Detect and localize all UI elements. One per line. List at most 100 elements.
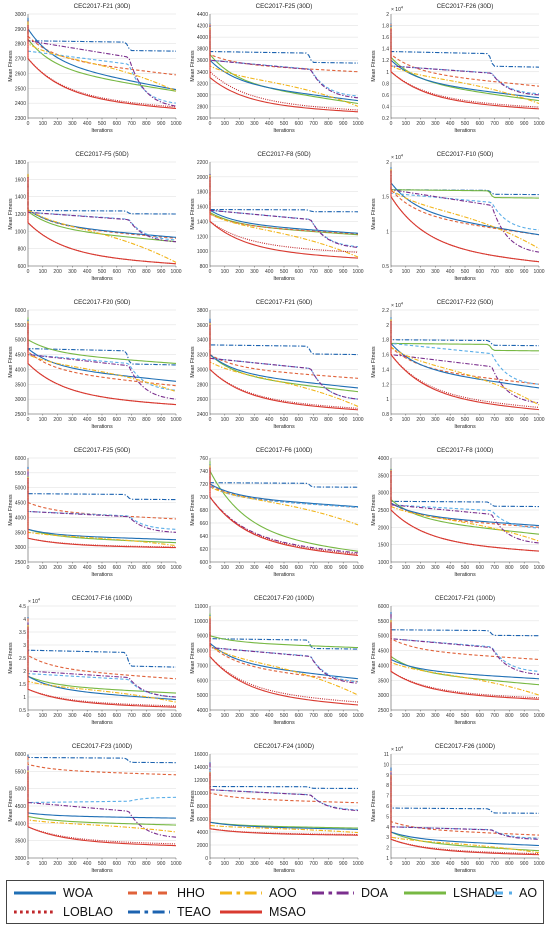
y-tick-label: 2500 — [15, 412, 26, 418]
series-line-msao — [390, 775, 540, 856]
y-tick-label: 3.5 — [19, 630, 26, 636]
x-tick-label: 700 — [490, 713, 499, 719]
y-tick-label: 3000 — [15, 12, 26, 18]
y-tick-label: 3 — [23, 643, 26, 649]
series-line-doa — [390, 772, 540, 840]
y-tick-label: 3800 — [197, 308, 208, 314]
y-tick-label: 4000 — [15, 367, 26, 373]
chart-grid: CEC2017-F21 (30D) 2300 2400 2500 2600 2700 280… — [6, 3, 545, 874]
series-line-doa — [209, 322, 359, 400]
x-tick-label: 200 — [53, 269, 62, 275]
legend-swatch — [128, 910, 170, 914]
x-tick-label: 400 — [83, 565, 92, 571]
x-tick-label: 1000 — [170, 565, 181, 571]
chart-title: CEC2017-F8 (100D) — [437, 447, 494, 454]
y-tick-label: 4000 — [15, 821, 26, 827]
x-tick-label: 200 — [235, 565, 244, 571]
x-tick-label: 600 — [476, 713, 485, 719]
legend: WOA HHO AOO DOA LSHADE AO LOBLAO TEAO MSAO — [6, 880, 544, 924]
y-tick-label: 3000 — [197, 93, 208, 99]
y-tick-label: 11000 — [194, 604, 208, 610]
x-tick-label: 900 — [520, 565, 529, 571]
y-tick-label: 1.5 — [382, 195, 389, 201]
series-line-loblao — [209, 176, 359, 253]
series-line-aoo — [390, 168, 540, 250]
x-tick-label: 100 — [221, 861, 230, 867]
x-tick-label: 1000 — [533, 417, 544, 423]
x-tick-label: 100 — [221, 121, 230, 127]
y-axis-label: Mean Fitness — [371, 642, 377, 674]
chart-cec2017-f16-100d: CEC2017-F16 (100D) 0.5 1 1.5 2 2.5 3 3.5 4 4.5 0 10… — [6, 594, 186, 739]
series-line-ao — [209, 174, 359, 248]
series-line-hho — [27, 320, 177, 387]
x-tick-label: 100 — [221, 713, 230, 719]
series-line-aoo — [209, 27, 359, 107]
y-tick-label: 1500 — [378, 543, 389, 549]
x-tick-label: 0 — [390, 417, 393, 423]
series-line-lshade — [27, 20, 177, 92]
series-line-teao — [390, 317, 540, 347]
x-tick-label: 400 — [446, 121, 455, 127]
y-tick-label: 8000 — [197, 804, 208, 810]
x-tick-label: 1000 — [170, 713, 181, 719]
x-tick-label: 100 — [39, 269, 48, 275]
axis-exponent: × 104 — [391, 6, 403, 14]
legend-label: HHO — [177, 886, 205, 900]
chart-svg: CEC2017-F20 (50D)25003000350040004500500… — [8, 299, 182, 430]
chart-title: CEC2017-F25 (50D) — [74, 447, 131, 454]
y-tick-label: 0 — [205, 856, 208, 862]
series-line-teao — [390, 767, 540, 814]
y-tick-label: 660 — [200, 521, 209, 527]
y-axis-label: Mean Fitness — [8, 790, 14, 822]
y-tick-label: 2500 — [378, 708, 389, 714]
series-line-teao — [27, 617, 177, 668]
series-line-msao — [27, 25, 177, 110]
chart-cec2017-f25-50d: CEC2017-F25 (50D) 2500 3000 3500 4000 4500 500… — [6, 446, 186, 591]
y-tick-label: 1.8 — [382, 24, 389, 30]
x-tick-label: 100 — [402, 713, 411, 719]
chart-title: CEC2017-F6 (100D) — [256, 447, 313, 454]
series-line-aoo — [209, 465, 359, 526]
y-axis-label: Mean Fitness — [8, 494, 14, 526]
x-axis-label: Iterations — [91, 276, 113, 282]
x-tick-label: 200 — [53, 417, 62, 423]
y-tick-label: 5000 — [197, 693, 208, 699]
chart-cec2017-f20-100d: CEC2017-F20 (100D) 4000 5000 6000 7000 8000 90… — [188, 594, 368, 739]
y-tick-label: 1.6 — [382, 35, 389, 41]
y-tick-label: 2 — [386, 12, 389, 18]
series-line-ao — [390, 469, 540, 529]
series-line-teao — [390, 468, 540, 508]
x-tick-label: 300 — [431, 565, 440, 571]
y-tick-label: 2900 — [15, 27, 26, 33]
x-tick-label: 1000 — [533, 565, 544, 571]
y-tick-label: 1.8 — [382, 338, 389, 344]
y-tick-label: 1000 — [197, 249, 208, 255]
series-line-hho — [27, 19, 177, 76]
series-line-hho — [209, 763, 359, 804]
chart-svg: CEC2017-F21 (50D)24002600280030003200340… — [190, 299, 364, 430]
x-tick-label: 300 — [68, 121, 77, 127]
x-tick-label: 300 — [431, 269, 440, 275]
series-line-msao — [390, 321, 540, 411]
series-line-loblao — [390, 170, 540, 263]
y-tick-label: 5 — [386, 814, 389, 820]
x-tick-label: 0 — [27, 417, 30, 423]
x-tick-label: 800 — [324, 121, 333, 127]
x-tick-label: 600 — [113, 713, 122, 719]
series-line-woa — [27, 768, 177, 819]
x-tick-label: 600 — [476, 269, 485, 275]
x-tick-label: 400 — [265, 269, 274, 275]
legend-item-lshade: LSHADE — [403, 883, 503, 903]
series-line-woa — [390, 619, 540, 680]
y-tick-label: 3000 — [378, 491, 389, 497]
y-tick-label: 3000 — [197, 367, 208, 373]
y-axis-label: Mean Fitness — [190, 198, 196, 230]
series-line-ao — [390, 614, 540, 672]
x-tick-label: 600 — [476, 861, 485, 867]
y-axis-label: Mean Fitness — [371, 346, 377, 378]
series-line-lshade — [390, 318, 540, 352]
x-tick-label: 700 — [127, 713, 136, 719]
series-line-lshade — [209, 771, 359, 829]
x-tick-label: 400 — [446, 269, 455, 275]
series-line-loblao — [27, 772, 177, 845]
